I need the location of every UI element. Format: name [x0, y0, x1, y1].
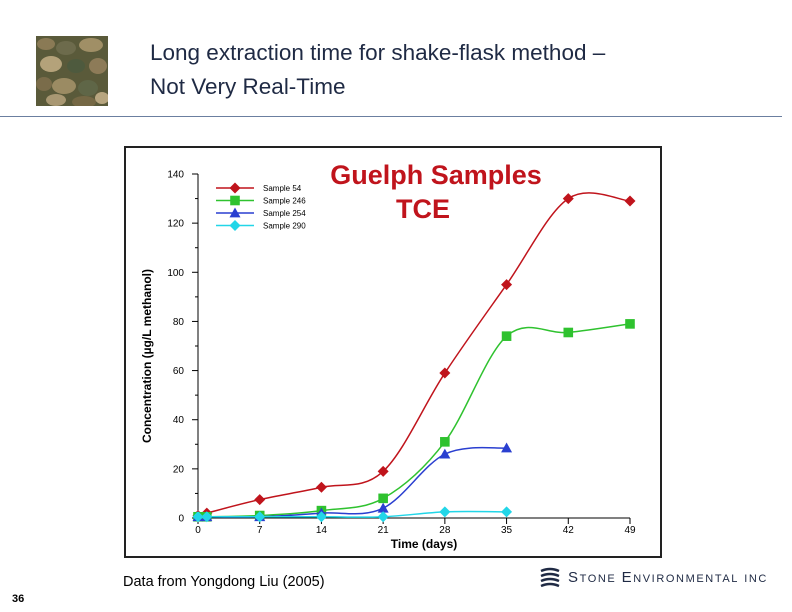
slide-title: Long extraction time for shake-flask met… — [150, 36, 770, 104]
data-point — [377, 465, 389, 477]
chart-subtitle: TCE — [396, 194, 450, 224]
data-point — [377, 511, 389, 523]
x-tick-label: 0 — [195, 525, 201, 536]
data-point — [501, 279, 513, 291]
chart-title: Guelph Samples — [330, 160, 542, 190]
data-point — [440, 437, 450, 447]
data-point — [378, 493, 388, 504]
data-point — [439, 448, 451, 459]
data-point — [192, 511, 204, 523]
river-pebbles-photo — [36, 36, 108, 106]
data-point — [625, 319, 635, 329]
y-tick-label: 20 — [173, 464, 185, 475]
series-line — [197, 446, 507, 518]
legend-marker — [229, 220, 241, 231]
y-tick-label: 120 — [167, 219, 184, 230]
x-axis-label: Time (days) — [391, 537, 457, 551]
x-tick-label: 49 — [624, 525, 636, 536]
data-point — [624, 195, 636, 207]
slide-number: 36 — [12, 593, 25, 605]
data-point — [315, 481, 327, 493]
legend-label: Sample 254 — [263, 209, 306, 218]
data-point — [201, 511, 213, 523]
data-point — [562, 193, 574, 205]
data-point — [315, 511, 327, 523]
data-point — [501, 442, 513, 453]
y-tick-label: 60 — [173, 366, 185, 377]
x-tick-label: 42 — [563, 525, 575, 536]
series-line — [197, 323, 631, 518]
company-logo: STONE ENVIRONMENTAL INC — [538, 566, 768, 590]
legend-marker — [229, 207, 241, 218]
data-point — [377, 502, 389, 513]
data-point — [439, 367, 451, 379]
legend-label: Sample 290 — [263, 222, 306, 231]
company-name: STONE ENVIRONMENTAL INC — [568, 569, 768, 586]
x-tick-label: 14 — [316, 525, 328, 536]
y-tick-label: 40 — [173, 415, 185, 426]
data-point — [563, 327, 574, 338]
y-tick-label: 140 — [167, 170, 184, 181]
x-tick-label: 28 — [439, 525, 451, 536]
source-note: Data from Yongdong Liu (2005) — [123, 574, 325, 590]
legend-marker — [230, 195, 240, 206]
x-tick-label: 35 — [501, 525, 513, 536]
legend-marker — [229, 182, 241, 194]
chart-frame: 0 20 40 60 80 100 120 140 0 7 14 21 28 35 42 49 Time (da… — [124, 146, 662, 558]
series-line — [197, 192, 631, 517]
data-point — [501, 506, 513, 518]
data-point — [254, 494, 266, 506]
title-divider — [0, 116, 782, 117]
y-tick-label: 80 — [173, 317, 185, 328]
x-tick-label: 7 — [257, 525, 263, 536]
x-tick-label: 21 — [378, 525, 390, 536]
slide-title-line-2: Not Very Real-Time — [150, 74, 346, 99]
legend-label: Sample 246 — [263, 197, 306, 206]
y-axis-label: Concentration (µg/L methanol) — [140, 269, 154, 443]
slide-title-line-1: Long extraction time for shake-flask met… — [150, 40, 606, 65]
y-tick-label: 0 — [178, 514, 184, 525]
data-point — [254, 511, 266, 523]
data-point — [439, 506, 451, 518]
stone-logo-icon — [540, 567, 560, 588]
y-tick-label: 100 — [167, 268, 184, 279]
concentration-chart: 0 20 40 60 80 100 120 140 0 7 14 21 28 35 42 49 Time (da… — [140, 160, 636, 551]
data-point — [501, 331, 512, 341]
legend-label: Sample 54 — [263, 184, 302, 193]
